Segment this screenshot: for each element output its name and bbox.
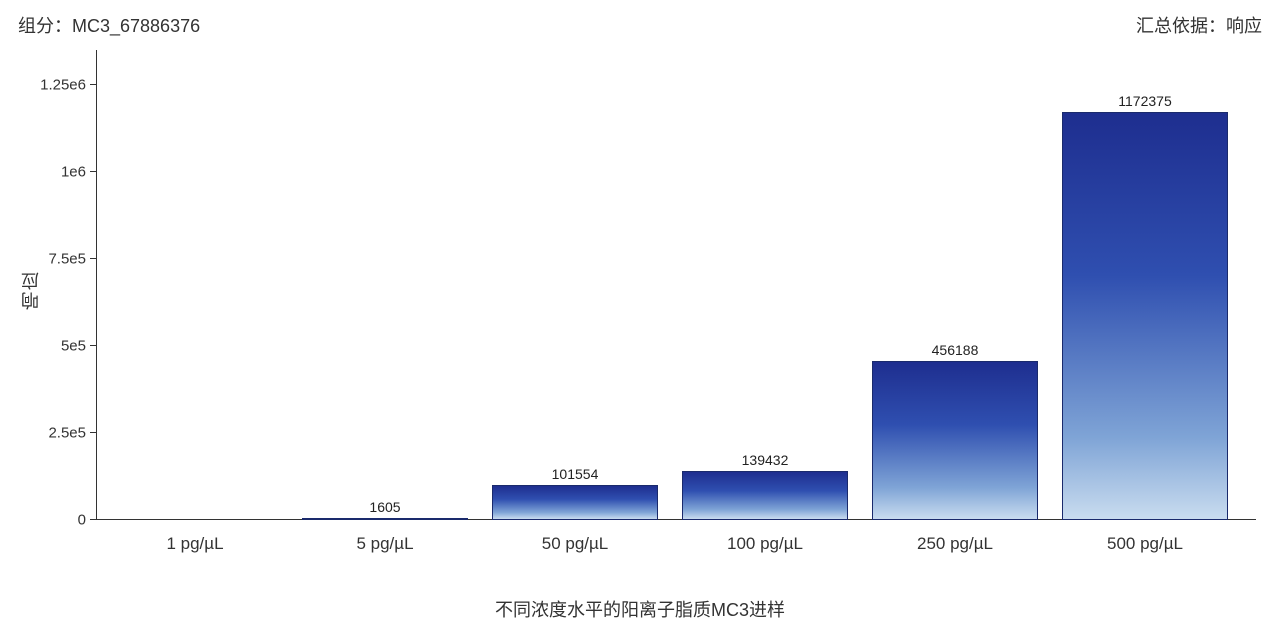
y-axis-label: 响应 [18,270,44,310]
y-tick-mark [90,171,96,172]
y-tick-mark [90,258,96,259]
y-tick-label: 2.5e5 [16,424,96,441]
y-tick-label: 7.5e5 [16,250,96,267]
bar-value-label: 1605 [303,499,467,515]
header-left-prefix: 组分： [18,16,72,36]
header-right: 汇总依据：响应 [1136,12,1262,38]
bar: 101554 [492,485,658,520]
y-tick-mark [90,84,96,85]
x-tick-label: 1 pg/µL [166,534,223,554]
y-tick-mark [90,519,96,520]
x-tick-label: 100 pg/µL [727,534,803,554]
x-tick-label: 500 pg/µL [1107,534,1183,554]
chart-container: 组分：MC3_67886376 汇总依据：响应 响应 02.5e55e57.5e… [0,0,1280,636]
plot-area: 02.5e55e57.5e51e61.25e61 pg/µL16055 pg/µ… [96,50,1256,520]
chart-header: 组分：MC3_67886376 汇总依据：响应 [18,12,1262,38]
y-tick-mark [90,345,96,346]
bar: 456188 [872,361,1038,520]
bar-value-label: 456188 [873,342,1037,358]
header-right-value: 响应 [1226,16,1262,36]
header-right-prefix: 汇总依据： [1136,16,1226,36]
header-left-value: MC3_67886376 [72,16,200,36]
x-axis-label: 不同浓度水平的阳离子脂质MC3进样 [0,596,1280,622]
y-tick-label: 0 [16,512,96,529]
bar-value-label: 1172375 [1063,93,1227,109]
bar: 139432 [682,471,848,520]
x-tick-label: 5 pg/µL [356,534,413,554]
y-tick-label: 1.25e6 [16,76,96,93]
bar: 1172375 [1062,112,1228,520]
y-tick-label: 1e6 [16,163,96,180]
x-tick-label: 50 pg/µL [542,534,609,554]
bar-value-label: 101554 [493,466,657,482]
bar-value-label: 139432 [683,452,847,468]
bar: 1605 [302,518,468,520]
header-left: 组分：MC3_67886376 [18,12,200,38]
x-tick-label: 250 pg/µL [917,534,993,554]
y-tick-mark [90,432,96,433]
y-axis-line [96,50,97,520]
y-tick-label: 5e5 [16,337,96,354]
